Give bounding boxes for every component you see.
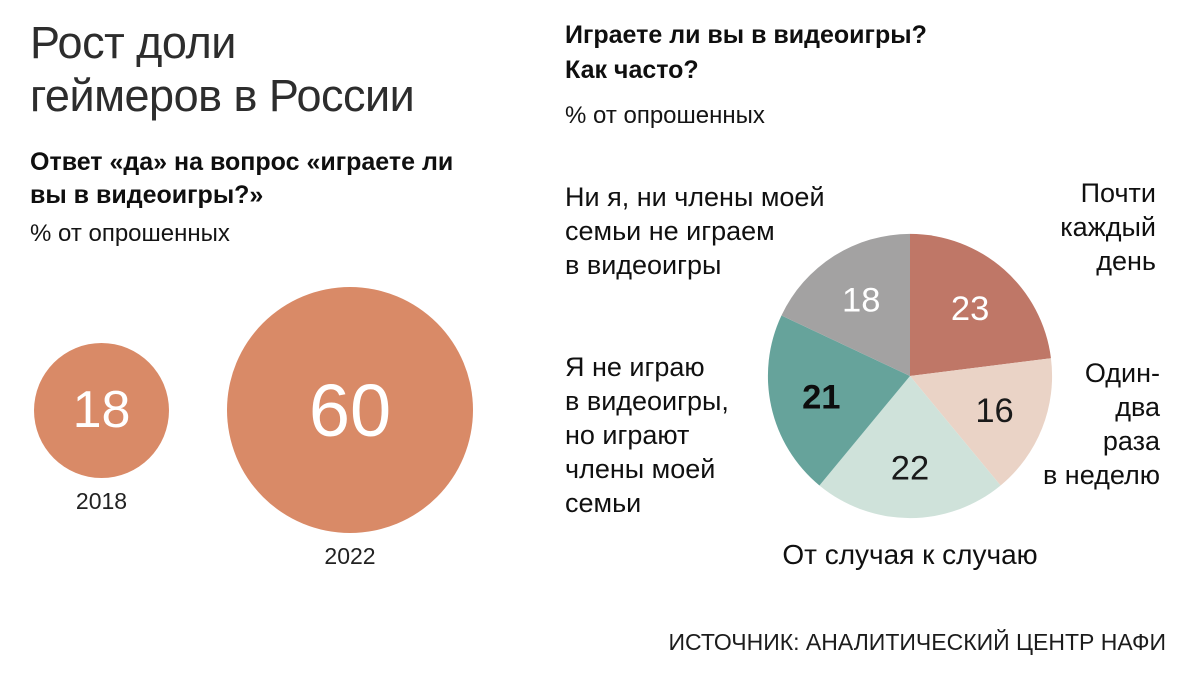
bubble-value-2018: 18: [34, 342, 169, 478]
pie-chart-title: Играете ли вы в видеоигры? Как часто?: [565, 21, 927, 84]
pie-chart: 23 16 22 21 18: [766, 232, 1054, 520]
left-chart-subtitle: Ответ «да» на вопрос «играете ли вы в ви…: [30, 148, 454, 209]
pie-slice-occasional: [819, 376, 1001, 519]
bubble-item: 60 2022: [227, 287, 473, 570]
left-chart-unit: % от опрошенных: [30, 220, 230, 247]
bubble-chart: 18 2018 60 2022: [34, 287, 473, 570]
pie-slice-daily: [910, 233, 1051, 376]
pie-chart-unit: % от опрошенных: [565, 102, 765, 129]
pie-label-none: Ни я, ни члены моей семьи не играем в ви…: [565, 182, 825, 281]
left-chart-title: Рост доли геймеров в России: [30, 17, 415, 122]
pie-label-occasional: От случая к случаю: [782, 539, 1038, 570]
pie-label-weekly: Один- два раза в неделю: [1042, 358, 1160, 491]
bubble-value-2022: 60: [227, 287, 473, 533]
pie-value-weekly: 16: [975, 392, 1013, 430]
pie-label-family: Я не играю в видеоигры, но играют члены …: [565, 352, 729, 519]
bubble-year-label: 2018: [75, 487, 128, 514]
pie-slice-family: [767, 315, 910, 486]
pie-slice-none: [781, 233, 910, 376]
pie-value-occasional: 22: [891, 449, 929, 487]
pie-svg: 23 16 22 21 18: [767, 233, 1053, 519]
pie-slice-weekly: [910, 358, 1053, 486]
bubble-year-label: 2022: [324, 543, 376, 569]
pie-value-none: 18: [842, 282, 880, 320]
pie-value-family: 21: [802, 378, 840, 416]
pie-label-daily: Почти каждый день: [1060, 178, 1156, 277]
pie-value-daily: 23: [951, 290, 989, 328]
bubble-item: 18 2018: [34, 342, 169, 515]
source-credit: ИСТОЧНИК: АНАЛИТИЧЕСКИЙ ЦЕНТР НАФИ: [668, 629, 1166, 655]
